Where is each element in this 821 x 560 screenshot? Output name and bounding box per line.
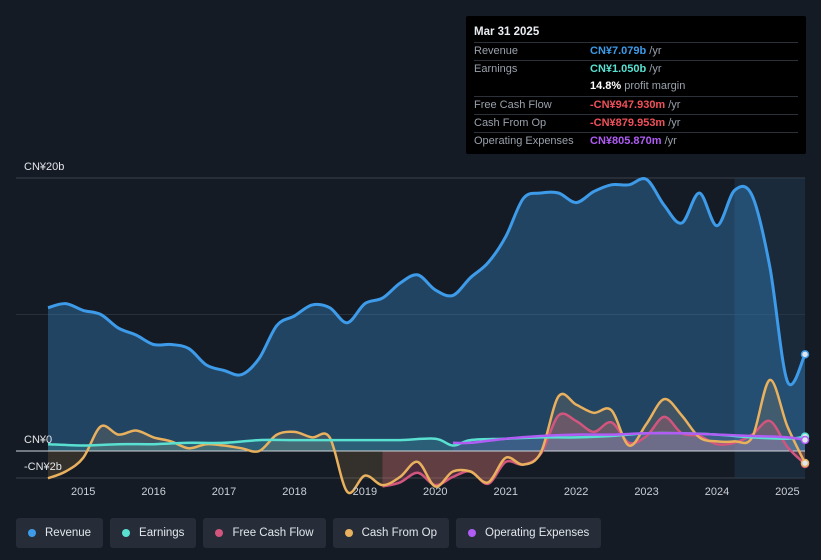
tooltip-unit: /yr: [668, 116, 681, 129]
tooltip-row-operating-expenses: Operating Expenses CN¥805.870m /yr: [474, 131, 798, 150]
legend-label: Revenue: [45, 527, 92, 539]
earnings-dot-icon: [122, 529, 131, 537]
tooltip-row-margin: 14.8% profit margin: [474, 78, 798, 95]
x-tick-label: 2020: [423, 486, 447, 498]
tooltip-value: -CN¥947.930m: [590, 98, 666, 111]
x-tick-label: 2015: [71, 486, 95, 498]
legend-label: Free Cash Flow: [232, 527, 314, 539]
y-tick-label-bottom: -CN¥2b: [24, 461, 62, 473]
tooltip-label: Revenue: [474, 45, 519, 57]
legend-label: Earnings: [139, 527, 185, 539]
revenue-line: [47, 177, 807, 387]
free-cash-flow-dot-icon: [215, 529, 224, 537]
legend-item-free-cash-flow[interactable]: Free Cash Flow: [203, 518, 326, 548]
tooltip-row-cash-from-op: Cash From Op -CN¥879.953m /yr: [474, 113, 798, 132]
cash-from-op-dot-icon: [344, 529, 353, 537]
x-tick-label: 2019: [353, 486, 377, 498]
y-tick-label-zero: CN¥0: [24, 434, 52, 446]
tooltip-label: Earnings: [474, 63, 518, 76]
cash-from-op-area: [48, 379, 805, 494]
tooltip-date: Mar 31 2025: [474, 26, 540, 38]
tooltip-value: 14.8%: [590, 80, 622, 93]
tooltip-panel: Mar 31 2025 Revenue CN¥7.079b /yr Earnin…: [466, 16, 806, 154]
tooltip-unit: /yr: [649, 45, 662, 57]
legend-item-cash-from-op[interactable]: Cash From Op: [332, 518, 450, 548]
legend-label: Operating Expenses: [485, 527, 590, 539]
x-tick-label: 2023: [634, 486, 658, 498]
revenue-dot-icon: [28, 529, 36, 537]
revenue-area: [48, 178, 805, 451]
cash-from-op-end-point: [800, 458, 810, 468]
tooltip-row-revenue: Revenue CN¥7.079b /yr: [474, 42, 798, 60]
tooltip-value: -CN¥879.953m: [590, 116, 666, 129]
operating-expenses-line: [452, 431, 806, 445]
tooltip-value: CN¥805.870m: [590, 134, 662, 147]
legend-label: Cash From Op: [361, 527, 438, 539]
free-cash-flow-area: [382, 413, 805, 487]
tooltip-unit: /yr: [664, 134, 677, 147]
x-tick-label: 2017: [212, 486, 236, 498]
tooltip-label: [474, 78, 590, 95]
free-cash-flow-line: [382, 412, 806, 488]
chart-area: CN¥20b CN¥0 -CN¥2b 2015 2016 2017 2018 2019 2…: [16, 161, 810, 498]
operating-expenses-dot-icon: [468, 529, 477, 537]
y-tick-label-top: CN¥20b: [24, 161, 64, 173]
tooltip-unit: profit margin: [624, 80, 686, 93]
tooltip-label: Cash From Op: [474, 116, 547, 129]
operating-expenses-end-point: [800, 435, 810, 445]
tooltip-row-free-cash-flow: Free Cash Flow -CN¥947.930m /yr: [474, 95, 798, 114]
legend-item-revenue[interactable]: Revenue: [16, 518, 104, 548]
tooltip-unit: /yr: [649, 63, 662, 76]
forecast-highlight: [734, 178, 805, 478]
revenue-end-point: [800, 350, 810, 359]
tooltip-value: CN¥1.050b: [590, 63, 647, 76]
x-tick-label: 2025: [775, 486, 799, 498]
cash-from-op-line: [47, 378, 807, 495]
tooltip-unit: /yr: [668, 98, 681, 111]
legend-item-earnings[interactable]: Earnings: [110, 518, 197, 548]
tooltip-row-earnings: Earnings CN¥1.050b /yr: [474, 60, 798, 78]
tooltip-value: CN¥7.079b: [590, 45, 647, 57]
tooltip-label: Operating Expenses: [474, 134, 574, 147]
x-tick-label: 2018: [282, 486, 306, 498]
x-tick-label: 2022: [564, 486, 588, 498]
x-tick-label: 2021: [493, 486, 517, 498]
x-tick-label: 2024: [705, 486, 729, 498]
legend: Revenue Earnings Free Cash Flow Cash Fro…: [16, 518, 602, 548]
tooltip-label: Free Cash Flow: [474, 98, 552, 111]
legend-item-operating-expenses[interactable]: Operating Expenses: [456, 518, 602, 548]
x-tick-label: 2016: [141, 486, 165, 498]
